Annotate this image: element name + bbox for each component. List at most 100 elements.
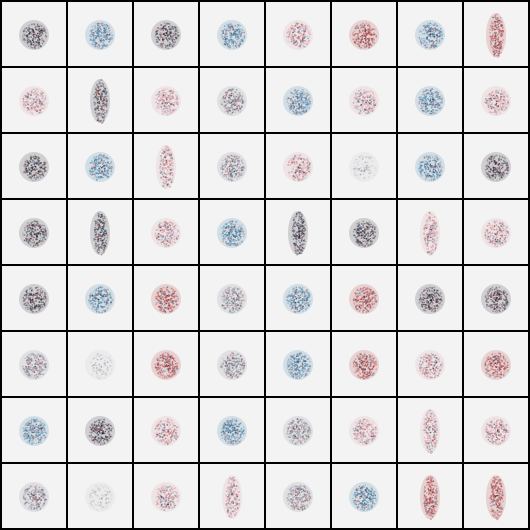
- sample-blob: [90, 79, 110, 124]
- sample-blob: [217, 350, 247, 380]
- sample-blob: [283, 284, 313, 314]
- sample-blob: [85, 482, 115, 512]
- sample-blob: [481, 218, 511, 248]
- sample-blob: [415, 86, 445, 116]
- sample-blob: [415, 284, 445, 314]
- sample-tile: [68, 2, 132, 66]
- sample-tile: [200, 134, 264, 198]
- sample-tile: [464, 134, 528, 198]
- sample-blob: [217, 86, 247, 116]
- sample-blob: [481, 284, 511, 314]
- sample-tile: [266, 68, 330, 132]
- sample-blob: [349, 152, 379, 182]
- sample-tile: [398, 398, 462, 462]
- sample-tile: [134, 266, 198, 330]
- sample-blob: [85, 152, 115, 182]
- sample-tile: [464, 200, 528, 264]
- sample-blob: [19, 350, 49, 380]
- sample-tile: [332, 200, 396, 264]
- sample-tile: [266, 2, 330, 66]
- sample-tile: [464, 464, 528, 528]
- sample-tile: [134, 398, 198, 462]
- sample-tile: [68, 464, 132, 528]
- sample-tile: [398, 2, 462, 66]
- sample-blob: [283, 86, 313, 116]
- sample-tile: [68, 68, 132, 132]
- sample-blob: [349, 86, 379, 116]
- sample-tile: [134, 68, 198, 132]
- sample-blob: [90, 211, 110, 256]
- sample-tile: [266, 464, 330, 528]
- sample-blob: [19, 284, 49, 314]
- sample-tile: [68, 200, 132, 264]
- sample-tile: [266, 398, 330, 462]
- sample-tile: [464, 398, 528, 462]
- sample-tile: [68, 398, 132, 462]
- sample-blob: [222, 475, 242, 519]
- sample-tile: [68, 332, 132, 396]
- sample-tile: [332, 134, 396, 198]
- sample-blob: [349, 482, 379, 512]
- sample-tile: [200, 200, 264, 264]
- sample-tile: [2, 2, 66, 66]
- sample-blob: [217, 416, 247, 446]
- sample-tile: [398, 332, 462, 396]
- sample-tile: [200, 2, 264, 66]
- sample-blob: [481, 416, 511, 446]
- sample-blob: [217, 152, 247, 182]
- sample-blob: [415, 350, 445, 380]
- sample-tile: [332, 266, 396, 330]
- sample-blob: [151, 416, 181, 446]
- sample-tile: [464, 266, 528, 330]
- sample-blob: [349, 20, 379, 50]
- sample-blob: [349, 284, 379, 314]
- sample-blob: [288, 211, 308, 256]
- sample-blob: [486, 13, 506, 58]
- sample-tile: [332, 332, 396, 396]
- sample-blob: [283, 416, 313, 446]
- sample-tile: [200, 398, 264, 462]
- sample-blob: [151, 350, 181, 380]
- sample-blob: [19, 20, 49, 50]
- sample-tile: [266, 200, 330, 264]
- sample-tile: [200, 464, 264, 528]
- sample-tile: [134, 134, 198, 198]
- sample-blob: [415, 152, 445, 182]
- sample-tile: [200, 332, 264, 396]
- sample-blob: [19, 416, 49, 446]
- sample-tile: [2, 200, 66, 264]
- sample-tile: [2, 464, 66, 528]
- sample-blob: [420, 211, 440, 256]
- sample-blob: [151, 20, 181, 50]
- sample-blob: [481, 152, 511, 182]
- sample-tile: [332, 464, 396, 528]
- sample-tile: [266, 266, 330, 330]
- sample-blob: [85, 284, 115, 314]
- sample-blob: [349, 218, 379, 248]
- sample-blob: [283, 152, 313, 182]
- sample-blob: [217, 284, 247, 314]
- sample-tile: [134, 464, 198, 528]
- sample-blob: [85, 350, 115, 380]
- sample-blob: [151, 86, 181, 116]
- sample-tile: [2, 134, 66, 198]
- sample-blob: [151, 218, 181, 248]
- sample-blob: [349, 416, 379, 446]
- sample-tile: [332, 2, 396, 66]
- sample-blob: [151, 482, 181, 512]
- sample-blob: [19, 218, 49, 248]
- sample-blob: [283, 350, 313, 380]
- sample-tile: [134, 200, 198, 264]
- sample-blob: [19, 152, 49, 182]
- sample-tile: [200, 68, 264, 132]
- sample-blob: [420, 409, 440, 454]
- sample-blob: [415, 20, 445, 50]
- sample-tile: [134, 2, 198, 66]
- sample-blob: [85, 416, 115, 446]
- sample-blob: [283, 482, 313, 512]
- sample-tile: [398, 200, 462, 264]
- sample-tile: [200, 266, 264, 330]
- sample-blob: [349, 350, 379, 380]
- sample-tile: [464, 332, 528, 396]
